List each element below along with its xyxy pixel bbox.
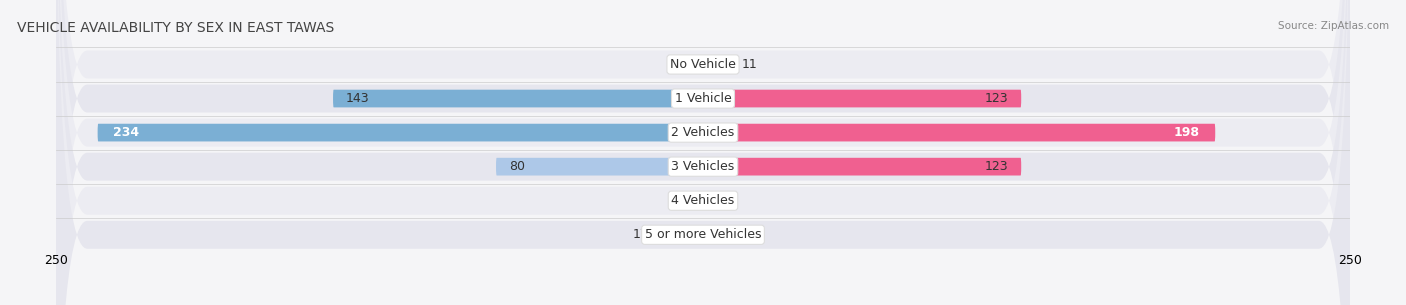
FancyBboxPatch shape xyxy=(56,0,1350,305)
FancyBboxPatch shape xyxy=(333,90,703,107)
Text: VEHICLE AVAILABILITY BY SEX IN EAST TAWAS: VEHICLE AVAILABILITY BY SEX IN EAST TAWA… xyxy=(17,21,335,35)
Text: 5 or more Vehicles: 5 or more Vehicles xyxy=(645,228,761,241)
Text: 11: 11 xyxy=(742,58,758,71)
Text: 123: 123 xyxy=(984,92,1008,105)
FancyBboxPatch shape xyxy=(659,226,703,244)
Text: 123: 123 xyxy=(984,160,1008,173)
Text: No Vehicle: No Vehicle xyxy=(671,58,735,71)
Text: 4 Vehicles: 4 Vehicles xyxy=(672,194,734,207)
Text: 0: 0 xyxy=(685,58,693,71)
FancyBboxPatch shape xyxy=(496,158,703,175)
Text: 0: 0 xyxy=(685,194,693,207)
Text: 234: 234 xyxy=(112,126,139,139)
FancyBboxPatch shape xyxy=(56,0,1350,305)
Text: 143: 143 xyxy=(346,92,370,105)
Text: 1 Vehicle: 1 Vehicle xyxy=(675,92,731,105)
Text: 198: 198 xyxy=(1174,126,1199,139)
FancyBboxPatch shape xyxy=(56,0,1350,305)
FancyBboxPatch shape xyxy=(56,0,1350,305)
FancyBboxPatch shape xyxy=(703,56,731,73)
FancyBboxPatch shape xyxy=(97,124,703,142)
Text: Source: ZipAtlas.com: Source: ZipAtlas.com xyxy=(1278,21,1389,31)
Text: 80: 80 xyxy=(509,160,524,173)
Text: 0: 0 xyxy=(713,228,721,241)
FancyBboxPatch shape xyxy=(703,90,1021,107)
Text: 0: 0 xyxy=(713,194,721,207)
Text: 17: 17 xyxy=(633,228,648,241)
Text: 3 Vehicles: 3 Vehicles xyxy=(672,160,734,173)
Text: 2 Vehicles: 2 Vehicles xyxy=(672,126,734,139)
FancyBboxPatch shape xyxy=(56,0,1350,305)
FancyBboxPatch shape xyxy=(703,124,1215,142)
FancyBboxPatch shape xyxy=(56,0,1350,305)
FancyBboxPatch shape xyxy=(703,158,1021,175)
